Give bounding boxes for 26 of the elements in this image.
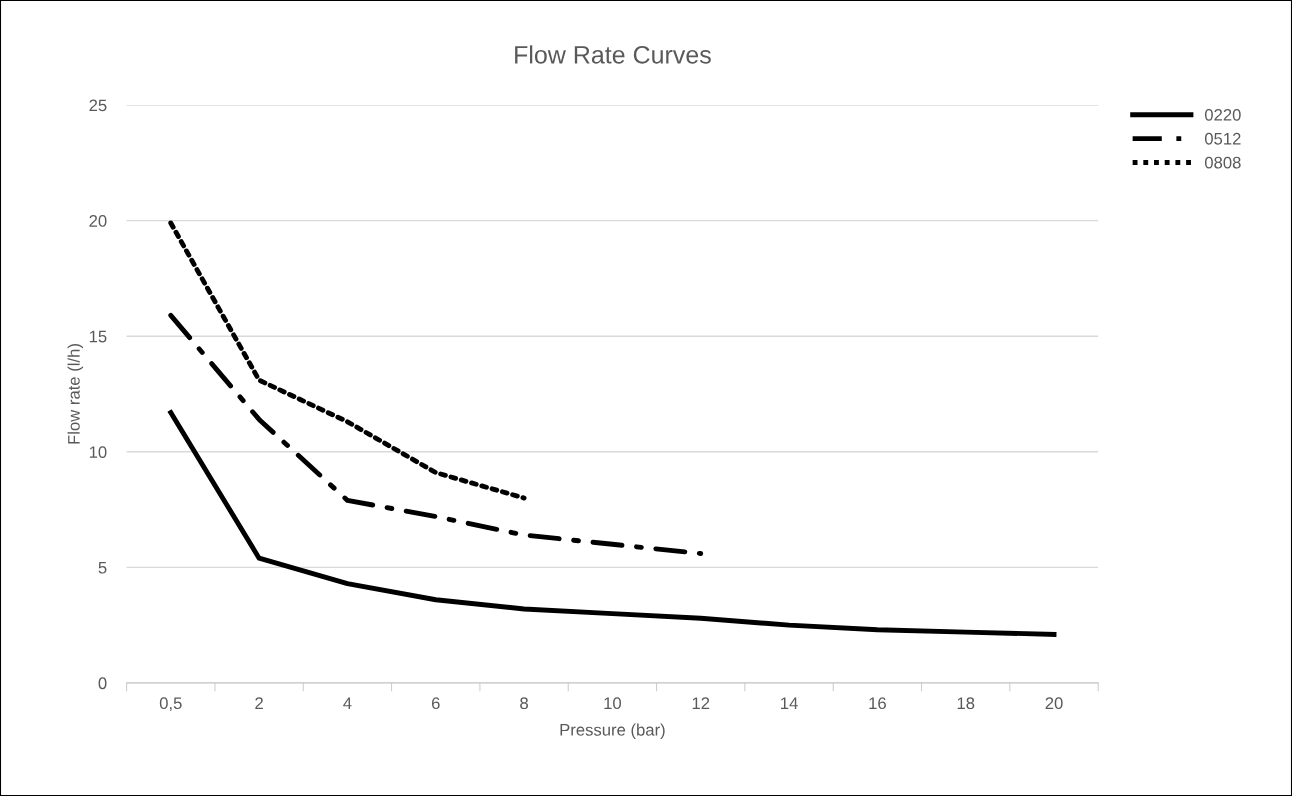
x-axis-title: Pressure (bar)	[560, 723, 665, 740]
line-series	[168, 313, 704, 556]
x-tick-label: 8	[520, 697, 528, 710]
y-tick-label: 0	[98, 677, 107, 690]
y-tick-label: 20	[89, 215, 107, 227]
chart-title: Flow Rate Curves	[515, 45, 711, 64]
x-tick-label: 14	[781, 697, 798, 709]
line-series	[168, 220, 527, 501]
x-tick-label: 4	[343, 697, 352, 709]
y-tick-label: 25	[89, 99, 107, 112]
legend-label: 0220	[1204, 108, 1241, 121]
x-tick-label: 16	[869, 697, 886, 710]
x-tick-label: 2	[255, 697, 263, 709]
y-tick-label: 5	[98, 561, 107, 574]
x-tick-label: 12	[692, 697, 710, 709]
x-tick-label: 6	[431, 697, 440, 710]
line-series	[168, 410, 1057, 637]
x-tick-label: 18	[957, 697, 975, 710]
x-tick-label: 10	[604, 697, 622, 710]
y-axis-title: Flow rate (l/h)	[67, 344, 84, 444]
x-tick-label: 0,5	[159, 697, 182, 712]
legend-label: 0512	[1204, 132, 1241, 145]
y-tick-label: 15	[89, 330, 107, 343]
legend-label: 0808	[1204, 156, 1241, 169]
y-tick-label: 10	[89, 446, 107, 459]
x-tick-label: 20	[1045, 697, 1063, 710]
